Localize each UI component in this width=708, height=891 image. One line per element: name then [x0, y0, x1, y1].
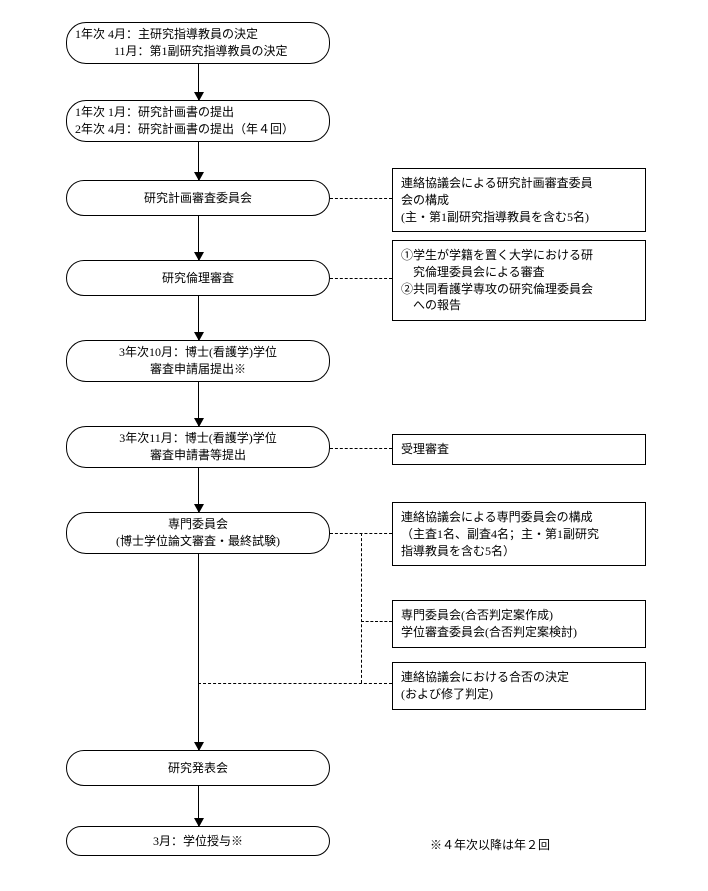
- flow-note-text: 連絡協議会における合否の決定: [401, 669, 637, 686]
- flow-note-s2: ①学生が学籍を置く大学における研 究倫理委員会による審査②共同看護学専攻の研究倫…: [392, 240, 646, 321]
- flow-arrow: [198, 382, 199, 426]
- flow-node-text: 3月：学位授与※: [153, 833, 243, 850]
- flow-note-s5: 専門委員会(合否判定案作成)学位審査委員会(合否判定案検討): [392, 600, 646, 648]
- flow-note-text: （主査1名、副査4名；主・第1副研究: [401, 526, 637, 543]
- flow-dash-connector: [198, 683, 392, 684]
- flow-note-s6: 連絡協議会における合否の決定(および修了判定): [392, 662, 646, 710]
- flow-node-text: 11月：第1副研究指導教員の決定: [75, 43, 321, 60]
- flow-node-n8: 研究発表会: [66, 750, 330, 786]
- flow-note-text: 連絡協議会による専門委員会の構成: [401, 509, 637, 526]
- flow-note-s4: 連絡協議会による専門委員会の構成（主査1名、副査4名；主・第1副研究指導教員を含…: [392, 502, 646, 566]
- flow-dash-connector: [361, 533, 362, 683]
- flow-arrow: [198, 216, 199, 260]
- flow-node-text: 3年次10月：博士(看護学)学位: [119, 344, 277, 361]
- flow-dash-connector: [330, 448, 392, 449]
- flow-arrow: [198, 468, 199, 512]
- flow-note-text: 連絡協議会による研究計画審査委員: [401, 175, 637, 192]
- flow-node-text: 1年次 1月：研究計画書の提出: [75, 104, 321, 121]
- flow-note-text: 究倫理委員会による審査: [401, 264, 637, 281]
- flow-node-text: 審査申請届提出※: [150, 361, 246, 378]
- flowchart-canvas: 1年次 4月：主研究指導教員の決定 11月：第1副研究指導教員の決定 1年次 1月…: [0, 0, 708, 891]
- flow-dash-connector: [330, 198, 392, 199]
- flow-arrow: [198, 64, 199, 100]
- flow-dash-connector: [361, 621, 392, 622]
- flow-node-n5: 3年次10月：博士(看護学)学位審査申請届提出※: [66, 340, 330, 382]
- flow-arrow: [198, 142, 199, 180]
- flow-node-n4: 研究倫理審査: [66, 260, 330, 296]
- flow-node-text: 3年次11月：博士(看護学)学位: [119, 430, 277, 447]
- flow-note-text: 指導教員を含む5名）: [401, 543, 637, 560]
- flow-node-text: 研究計画審査委員会: [144, 190, 252, 207]
- flow-arrow: [198, 554, 199, 750]
- flow-node-text: 1年次 4月：主研究指導教員の決定: [75, 26, 321, 43]
- flow-note-text: ②共同看護学専攻の研究倫理委員会: [401, 281, 637, 298]
- flow-node-n2: 1年次 1月：研究計画書の提出2年次 4月：研究計画書の提出（年４回）: [66, 100, 330, 142]
- flow-note-text: 専門委員会(合否判定案作成): [401, 607, 637, 624]
- flow-arrow: [198, 296, 199, 340]
- flow-node-text: 審査申請書等提出: [150, 447, 246, 464]
- flow-node-text: (博士学位論文審査・最終試験): [116, 533, 280, 550]
- flow-note-text: (および修了判定): [401, 686, 637, 703]
- flow-note-text: 受理審査: [401, 441, 637, 458]
- flow-arrow: [198, 786, 199, 826]
- flow-note-s3: 受理審査: [392, 434, 646, 465]
- flow-node-n7: 専門委員会(博士学位論文審査・最終試験): [66, 512, 330, 554]
- flow-note-text: 学位審査委員会(合否判定案検討): [401, 624, 637, 641]
- flow-node-text: 研究倫理審査: [162, 270, 234, 287]
- flow-note-s1: 連絡協議会による研究計画審査委員会の構成(主・第1副研究指導教員を含む5名): [392, 168, 646, 232]
- flow-node-n9: 3月：学位授与※: [66, 826, 330, 856]
- flow-note-text: (主・第1副研究指導教員を含む5名): [401, 209, 637, 226]
- flow-note-text: 会の構成: [401, 192, 637, 209]
- flow-node-text: 2年次 4月：研究計画書の提出（年４回）: [75, 121, 321, 138]
- flow-node-text: 専門委員会: [168, 516, 228, 533]
- flow-node-n1: 1年次 4月：主研究指導教員の決定 11月：第1副研究指導教員の決定: [66, 22, 330, 64]
- flow-note-text: への報告: [401, 297, 637, 314]
- flow-dash-connector: [330, 278, 392, 279]
- flow-node-text: 研究発表会: [168, 760, 228, 777]
- flow-node-n6: 3年次11月：博士(看護学)学位審査申請書等提出: [66, 426, 330, 468]
- footnote-text: ※４年次以降は年２回: [430, 836, 550, 853]
- flow-node-n3: 研究計画審査委員会: [66, 180, 330, 216]
- flow-note-text: ①学生が学籍を置く大学における研: [401, 247, 637, 264]
